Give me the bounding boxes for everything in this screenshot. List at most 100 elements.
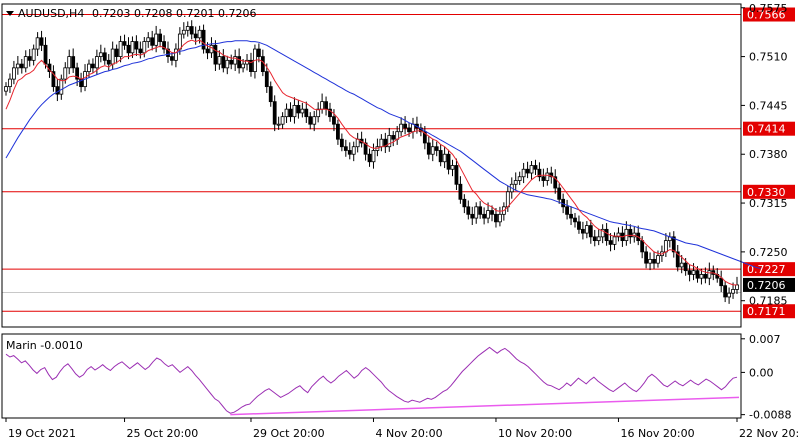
- candle-bull: [300, 108, 305, 114]
- candle-bear: [553, 176, 558, 189]
- y-tick-label: 0.7445: [749, 99, 788, 112]
- candle-bear: [533, 165, 538, 170]
- candle-bear: [644, 251, 649, 264]
- level-price-label: 0.7566: [747, 9, 786, 22]
- candle-bull: [498, 213, 502, 223]
- indicator-y-tick-label: -0.0088: [749, 409, 791, 422]
- candle-bear: [565, 206, 569, 215]
- symbol-label: AUDUSD,H4: [18, 7, 84, 20]
- candle-bull: [87, 63, 91, 73]
- candle-bear: [268, 86, 273, 103]
- candle-bear: [170, 56, 174, 61]
- candle-bear: [288, 108, 293, 118]
- indicator-y-tick-label: 0.00: [749, 366, 774, 379]
- level-price-label: 0.7171: [747, 305, 786, 318]
- candle-bear: [189, 26, 194, 35]
- candle-bull: [387, 135, 392, 148]
- candle-bear: [39, 37, 44, 46]
- candle-bear: [434, 146, 439, 151]
- candle-bear: [422, 131, 427, 144]
- candle-bull: [23, 56, 28, 69]
- candle-bear: [347, 150, 352, 155]
- candle-bull: [731, 289, 735, 294]
- candle-bear: [569, 213, 573, 219]
- level-price-label: 0.7227: [747, 263, 786, 276]
- candle-bear: [671, 236, 676, 253]
- candle-bear: [166, 48, 170, 57]
- candle-bull: [177, 33, 182, 50]
- y-tick-label: 0.7380: [749, 148, 788, 161]
- candle-bear: [134, 41, 139, 50]
- candle-bear: [687, 270, 692, 275]
- candle-bull: [529, 165, 534, 174]
- candle-bear: [580, 228, 585, 234]
- candle-bear: [482, 213, 487, 219]
- y-tick-label: 0.7185: [749, 295, 788, 308]
- candle-bull: [181, 29, 186, 35]
- candle-bull: [280, 116, 285, 125]
- level-price-box: [743, 121, 795, 136]
- candle-bear: [213, 44, 218, 65]
- candle-bull: [450, 165, 455, 170]
- candle-bull: [284, 108, 289, 118]
- candle-bear: [336, 123, 340, 140]
- candle-bull: [35, 37, 40, 50]
- candle-bear: [695, 270, 700, 279]
- current-price-box: [743, 277, 795, 292]
- candle-bull: [225, 59, 230, 69]
- indicator-y-tick-label: 0.007: [749, 333, 781, 346]
- candle-bull: [474, 206, 479, 219]
- candle-bear: [592, 236, 597, 242]
- candle-bear: [339, 138, 344, 148]
- level-price-box: [743, 262, 795, 277]
- candle-bear: [640, 240, 645, 253]
- candle-bear: [652, 258, 656, 264]
- candle-bear: [158, 33, 163, 42]
- candle-bear: [237, 56, 242, 69]
- candle-bull: [663, 240, 668, 253]
- candle-bull: [707, 270, 712, 279]
- candle-bear: [71, 56, 76, 69]
- candle-bull: [399, 123, 404, 133]
- candle-bull: [316, 108, 321, 118]
- candle-bull: [320, 101, 325, 110]
- level-price-box: [743, 304, 795, 319]
- candle-bear: [75, 67, 80, 80]
- candle-bear: [628, 228, 633, 238]
- ohlc-label: 0.7203 0.7208 0.7201 0.7206: [92, 7, 256, 20]
- candle-bear: [703, 274, 708, 279]
- y-tick-label: 0.7510: [749, 51, 788, 64]
- candle-bull: [154, 33, 159, 46]
- candle-bear: [549, 172, 554, 178]
- candle-bull: [292, 105, 297, 118]
- candle-bear: [150, 37, 155, 46]
- candle-bear: [407, 127, 411, 133]
- candle-bear: [683, 262, 688, 272]
- candle-bull: [118, 41, 123, 57]
- indicator-pane-border: [1, 333, 742, 419]
- candle-bull: [98, 52, 103, 57]
- candle-bear: [557, 187, 562, 200]
- candle-bear: [51, 71, 56, 88]
- candle-bull: [656, 255, 660, 264]
- candle-bear: [537, 168, 542, 178]
- candle-bull: [679, 262, 684, 268]
- moving-averages: [5, 39, 761, 286]
- candle-bear: [403, 123, 407, 129]
- candle-bull: [521, 168, 526, 178]
- dropdown-triangle-icon: [6, 11, 14, 16]
- candle-bull: [596, 236, 601, 242]
- candle-bull: [130, 41, 135, 54]
- candle-bull: [31, 48, 36, 61]
- candle-bull: [699, 274, 704, 279]
- candle-bear: [55, 86, 60, 95]
- candle-bull: [59, 78, 64, 95]
- candle-bull: [197, 29, 202, 39]
- candle-bear: [249, 59, 253, 73]
- candle-bear: [446, 153, 451, 170]
- candle-bear: [367, 153, 372, 163]
- candle-bull: [4, 86, 8, 92]
- candle-bull: [513, 180, 518, 185]
- candle-bear: [462, 198, 467, 208]
